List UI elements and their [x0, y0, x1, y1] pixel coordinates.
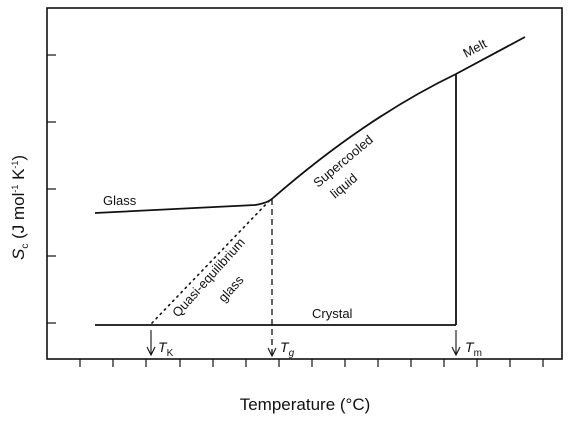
tm-symbol: T — [465, 339, 475, 355]
y-axis-title: Sc (J mol-1 K-1) — [9, 155, 31, 260]
y-axis-symbol-sub: c — [20, 244, 31, 249]
y-axis-close: ) — [9, 155, 28, 161]
plot-frame — [46, 7, 563, 360]
x-axis-ticks — [79, 359, 544, 367]
tm-marker: Tm — [465, 339, 482, 359]
tg-arrow — [267, 347, 277, 358]
quasi-equilibrium-label-line2: glass — [215, 272, 247, 305]
melt-label: Melt — [460, 36, 489, 61]
crystal-label: Crystal — [312, 306, 353, 321]
x-axis-title: Temperature (°C) — [240, 395, 371, 414]
y-axis-exp2: -1 — [10, 161, 20, 169]
tk-symbol: T — [158, 339, 168, 355]
tk-marker: TK — [158, 339, 174, 359]
y-axis-ticks — [47, 54, 56, 324]
tm-arrow — [451, 330, 461, 357]
tm-subscript: m — [474, 348, 482, 359]
tg-symbol: T — [280, 339, 290, 355]
tg-marker: Tg — [280, 339, 295, 359]
y-axis-unit-open: (J mol — [9, 193, 28, 244]
supercooled-liquid-curve — [272, 36, 526, 199]
y-axis-k: K — [9, 168, 28, 185]
tk-arrow — [146, 330, 156, 357]
quasi-equilibrium-line — [151, 199, 271, 324]
y-axis-symbol: S — [9, 248, 28, 260]
tg-subscript: g — [289, 348, 295, 359]
glass-label: Glass — [103, 193, 137, 208]
tk-subscript: K — [167, 348, 174, 359]
y-axis-exp1: -1 — [10, 185, 20, 193]
